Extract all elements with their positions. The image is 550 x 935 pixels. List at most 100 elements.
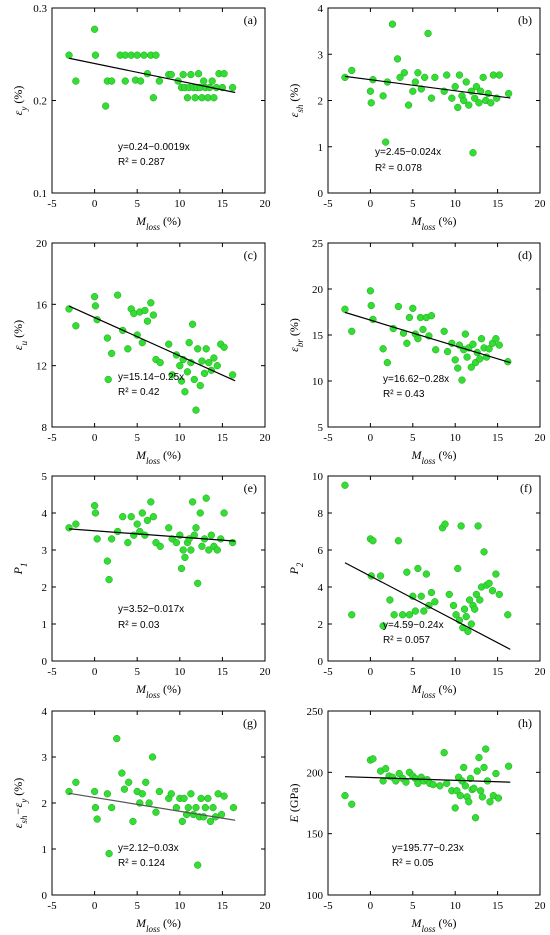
data-point	[149, 513, 158, 521]
data-point	[485, 345, 493, 353]
data-point	[451, 82, 459, 91]
data-point	[90, 787, 99, 796]
data-point	[105, 575, 113, 584]
x-axis-title: Mloss (%)	[410, 916, 456, 934]
data-point	[113, 291, 122, 299]
x-tick-label: 20	[260, 198, 272, 210]
data-point	[454, 103, 462, 112]
data-point	[398, 611, 407, 619]
data-point	[454, 564, 462, 573]
data-point	[196, 509, 204, 517]
data-point	[72, 322, 80, 330]
data-point	[181, 388, 189, 396]
data-point	[187, 70, 195, 79]
data-point	[107, 349, 116, 358]
data-point	[179, 70, 187, 79]
data-point	[200, 369, 209, 377]
y-tick-label: 0.1	[33, 188, 47, 200]
data-point	[152, 51, 160, 59]
data-point	[172, 538, 181, 547]
plot-frame	[51, 475, 266, 662]
data-point	[156, 358, 164, 367]
data-point	[443, 71, 451, 79]
data-point	[136, 527, 144, 536]
data-point	[202, 345, 210, 353]
data-point	[460, 605, 469, 613]
data-point	[485, 579, 493, 587]
data-point	[348, 611, 356, 619]
data-point	[504, 611, 512, 619]
data-point	[168, 371, 176, 379]
data-point	[129, 817, 137, 826]
data-point	[65, 524, 73, 532]
data-point	[341, 791, 349, 800]
data-point	[451, 804, 459, 812]
y-tick-label: 1	[42, 844, 48, 856]
x-tick-label: 5	[410, 432, 416, 444]
fit-equation: y=4.59−0.24x	[383, 620, 444, 631]
y-tick-label: 3	[318, 49, 324, 61]
data-point	[120, 785, 129, 793]
data-point	[185, 339, 193, 347]
fit-equation: y=0.24−0.0019x	[118, 142, 190, 153]
data-point	[472, 590, 481, 599]
data-point	[476, 596, 484, 604]
fit-equation: y=2.45−0.024x	[375, 147, 441, 158]
data-point	[72, 520, 80, 528]
data-point	[414, 69, 422, 77]
y-tick-label: 4	[42, 508, 48, 520]
data-point	[457, 522, 465, 530]
data-point	[379, 622, 387, 630]
data-point	[394, 537, 403, 545]
data-point	[366, 87, 375, 95]
y-tick-label: 0	[42, 890, 48, 902]
x-tick-label: 15	[217, 432, 229, 444]
data-point	[492, 769, 500, 778]
data-point	[91, 509, 100, 517]
panel-label: (c)	[244, 248, 257, 262]
data-point	[480, 548, 488, 556]
x-tick-label: 0	[92, 666, 98, 678]
data-point	[180, 794, 188, 803]
y-tick-label: 3	[42, 545, 48, 557]
data-point	[208, 77, 216, 85]
data-point	[213, 546, 221, 554]
y-tick-label: 4	[318, 582, 324, 594]
data-point	[177, 377, 186, 385]
data-point	[124, 345, 132, 353]
data-point	[177, 564, 186, 573]
data-point	[454, 364, 462, 372]
plot-frame	[327, 475, 541, 662]
y-tick-label: 20	[36, 238, 48, 250]
y-tick-label: 8	[42, 422, 48, 434]
data-point	[130, 309, 138, 318]
data-point	[119, 513, 127, 521]
chart-panel-3: -5 0 5 10 15 20 8 12 16 20 (c) Mloss (%) εu (%) y=15.…	[11, 238, 271, 466]
y-tick-label: 2	[42, 582, 48, 594]
data-point	[209, 803, 217, 812]
data-point	[133, 520, 141, 528]
data-point	[220, 792, 228, 800]
fit-line	[68, 57, 236, 94]
data-point	[461, 330, 470, 338]
x-axis-title: Mloss (%)	[135, 214, 181, 232]
data-point	[107, 535, 116, 543]
fit-equation: y=16.62−0.28x	[383, 374, 449, 385]
data-point	[419, 325, 427, 334]
data-point	[463, 353, 471, 361]
x-tick-label: 5	[134, 900, 140, 912]
data-point	[201, 803, 210, 812]
data-point	[205, 358, 213, 367]
data-point	[460, 96, 468, 105]
fit-line	[344, 776, 511, 783]
x-tick-label: -5	[47, 432, 57, 444]
data-point	[348, 800, 356, 808]
fit-line	[344, 311, 511, 364]
chart-panel-1: -5 0 5 10 15 20 0.1 0.2 0.3 (a) Mloss (%) εy (%) y=0…	[11, 3, 271, 232]
data-point	[217, 535, 225, 543]
y-tick-label: 4	[318, 3, 324, 15]
y-tick-label: 6	[318, 545, 324, 557]
data-point	[183, 94, 192, 102]
panel-label: (e)	[244, 481, 257, 495]
x-tick-label: -5	[47, 900, 57, 912]
